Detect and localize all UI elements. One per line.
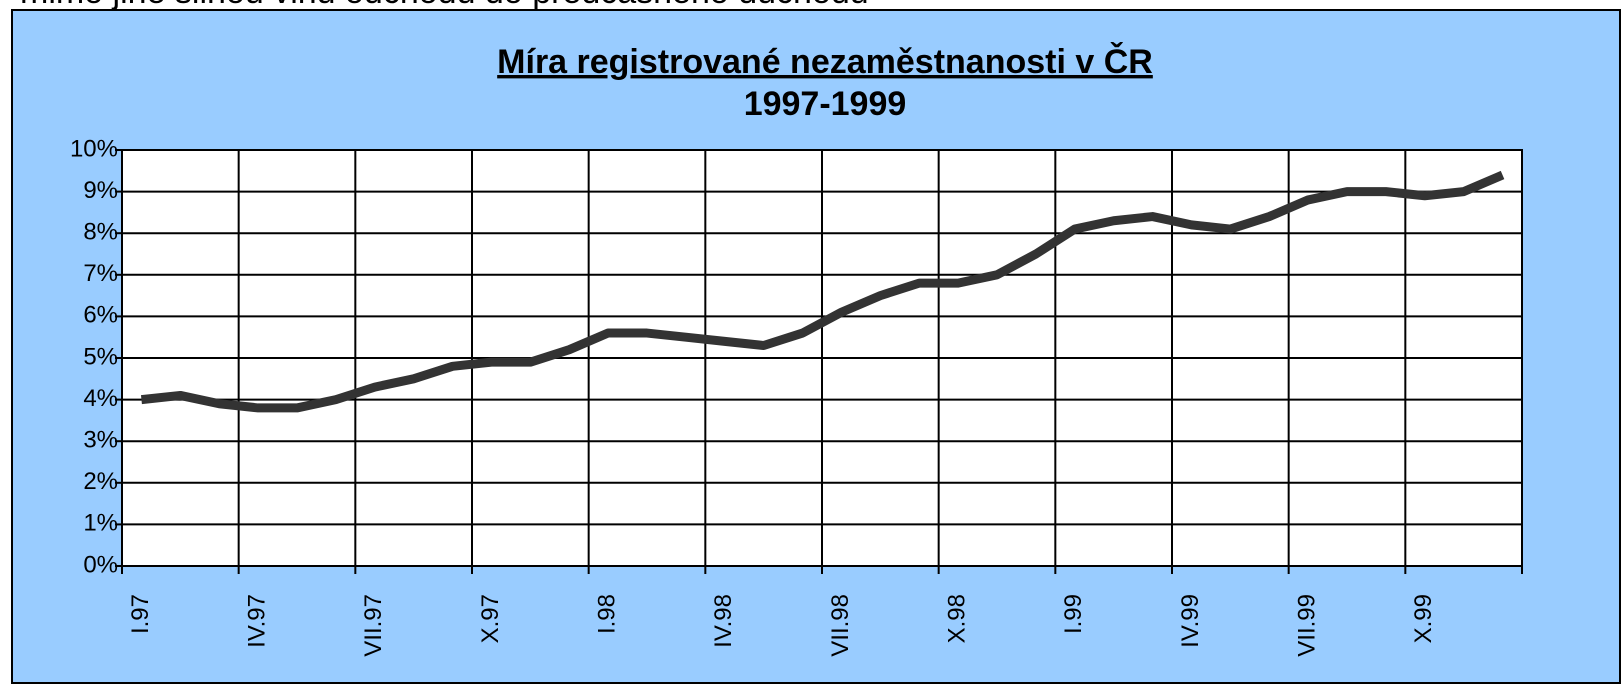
plot-border: [121, 149, 1523, 567]
x-tick-label: X.98: [943, 594, 970, 643]
y-tick-label: 10%: [70, 135, 118, 162]
line-series: [140, 170, 1505, 413]
y-tick-label: 7%: [83, 260, 118, 287]
y-tick-label: 2%: [83, 468, 118, 495]
x-tick-label: I.99: [1060, 594, 1087, 634]
y-tick-label: 3%: [83, 427, 118, 454]
x-tick-label: VII.99: [1293, 594, 1320, 657]
y-tick-label: 1%: [83, 510, 118, 537]
x-tick-label: VII.98: [827, 594, 854, 657]
y-tick-label: 9%: [83, 177, 118, 204]
x-tick-label: I.97: [127, 594, 154, 634]
x-tick-label: VII.97: [360, 594, 387, 657]
y-tick-label: 0%: [83, 551, 118, 578]
y-tick-label: 5%: [83, 343, 118, 370]
y-tick-label: 8%: [83, 219, 118, 246]
x-tick-label: X.97: [477, 594, 504, 643]
x-tick-label: I.98: [593, 594, 620, 634]
x-tick-label: IV.99: [1177, 594, 1204, 648]
y-tick-label: 6%: [83, 302, 118, 329]
annotation: mimo jiné silnou vlnu odchodů do předčas…: [20, 0, 869, 11]
x-tick-label: IV.98: [710, 594, 737, 648]
x-tick-label: X.99: [1410, 594, 1437, 643]
y-tick-label: 4%: [83, 385, 118, 412]
chart-title: Míra registrované nezaměstnanosti v ČR: [497, 42, 1153, 81]
x-tick-label: IV.97: [243, 594, 270, 648]
chart-subtitle: 1997-1999: [744, 85, 907, 123]
